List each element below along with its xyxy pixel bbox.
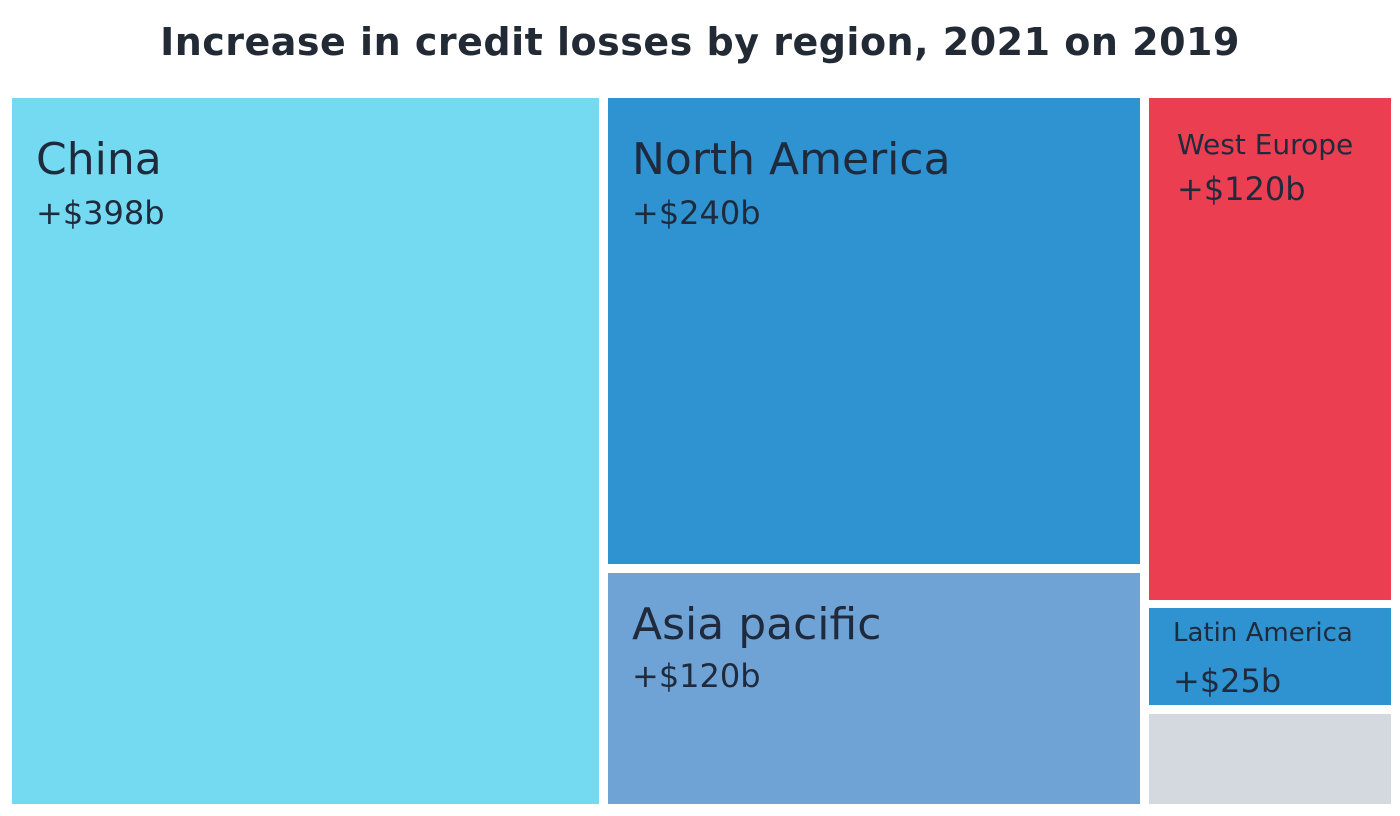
- tile-label: North America: [632, 134, 951, 185]
- tile-value: +$25b: [1173, 662, 1282, 700]
- tile-label: Asia pacific: [632, 599, 882, 650]
- tile-value: +$240b: [632, 194, 761, 232]
- tile-latin-america: Latin America +$25b: [1149, 608, 1391, 705]
- tile-north-america: North America +$240b: [608, 98, 1140, 564]
- tile-asia-pacific: Asia pacific +$120b: [608, 573, 1140, 804]
- tile-value: +$120b: [1177, 170, 1306, 208]
- tile-china: China +$398b: [12, 98, 599, 804]
- tile-west-europe: West Europe +$120b: [1149, 98, 1391, 600]
- tile-label: West Europe: [1177, 128, 1354, 161]
- tile-value: +$120b: [632, 657, 761, 695]
- tile-value: +$398b: [36, 194, 165, 232]
- tile-label: Latin America: [1173, 618, 1353, 648]
- chart-title: Increase in credit losses by region, 202…: [160, 20, 1240, 64]
- tile-label: China: [36, 134, 162, 185]
- tile-other: [1149, 714, 1391, 804]
